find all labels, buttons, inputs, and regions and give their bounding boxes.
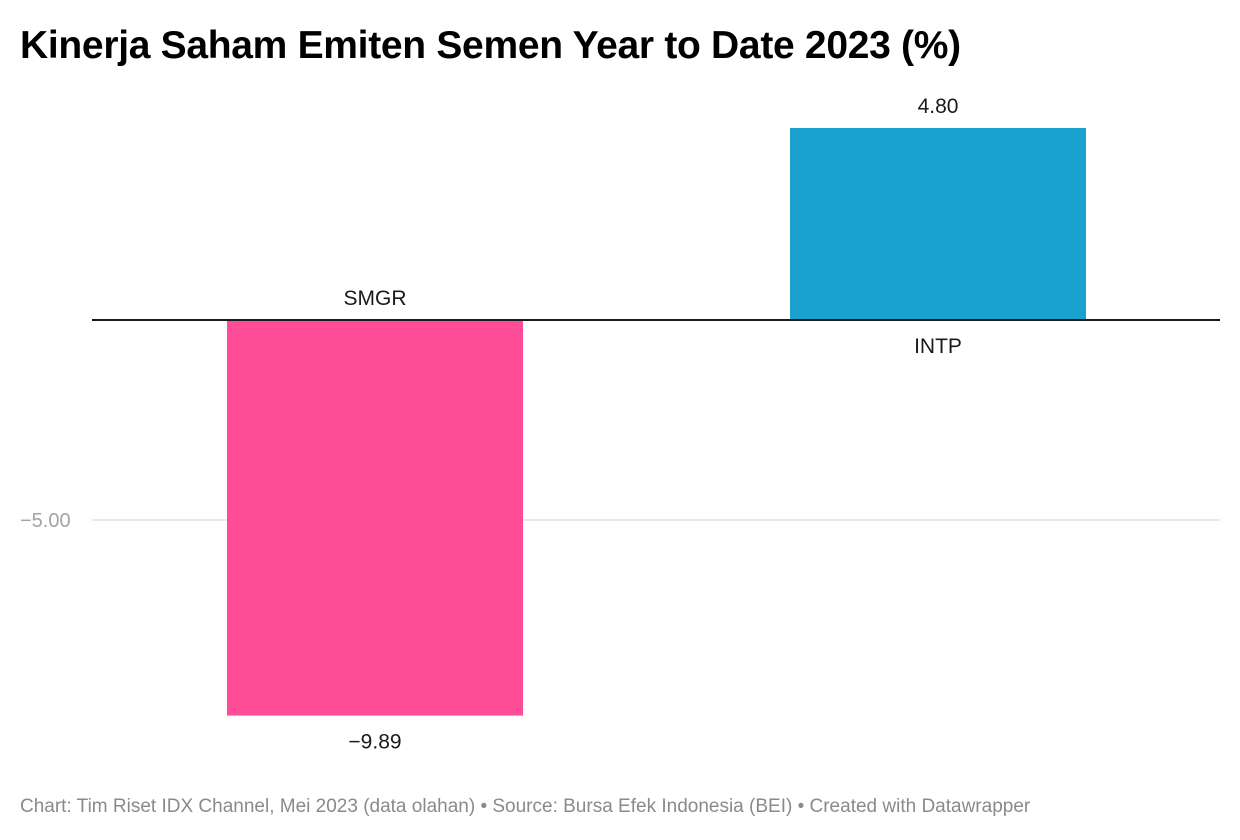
category-label: SMGR [344,287,407,310]
data-label: 4.80 [918,95,959,118]
bar-smgr [227,320,523,716]
chart-title: Kinerja Saham Emiten Semen Year to Date … [20,24,961,67]
y-tick-label: −5.00 [20,510,71,532]
chart-footer: Chart: Tim Riset IDX Channel, Mei 2023 (… [20,796,1031,817]
category-label: INTP [914,335,962,358]
bar-intp [790,128,1086,320]
bar-chart: −5.00 −9.89 SMGR 4.80 INTP [20,95,1220,754]
data-label: −9.89 [348,731,401,754]
